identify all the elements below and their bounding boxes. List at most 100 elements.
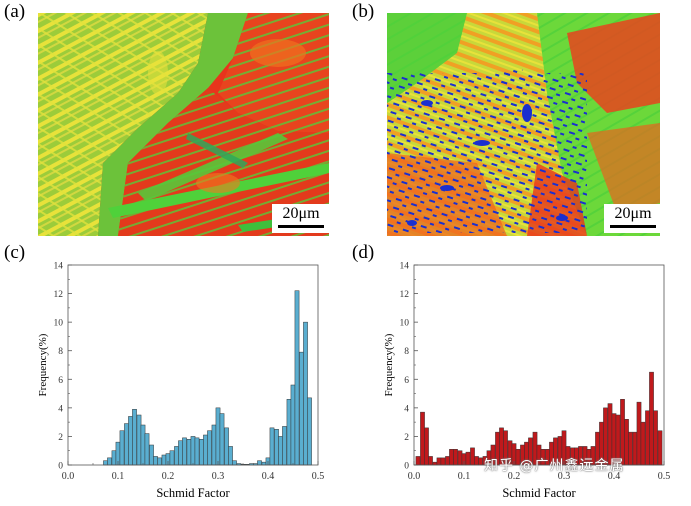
ebsd-map-b bbox=[387, 13, 660, 236]
histogram-bar bbox=[257, 460, 262, 466]
histogram-bar bbox=[178, 440, 183, 466]
y-tick-label: 2 bbox=[404, 433, 409, 443]
scale-bar-line bbox=[278, 225, 324, 228]
watermark-text: 知乎 @广州鑫远金属 bbox=[484, 458, 625, 474]
x-tick-label: 0.1 bbox=[458, 471, 471, 482]
y-tick-label: 12 bbox=[400, 290, 410, 300]
x-tick-label: 0.2 bbox=[162, 471, 175, 482]
y-tick-label: 8 bbox=[58, 347, 63, 357]
histogram-bar bbox=[132, 409, 137, 466]
y-tick-label: 10 bbox=[54, 319, 64, 329]
y-axis-label: Frequency(%) bbox=[37, 333, 49, 396]
histogram-bar bbox=[415, 456, 421, 466]
histogram-bar bbox=[470, 447, 475, 466]
histogram-bar bbox=[144, 433, 150, 466]
scale-bar-label: 20μm bbox=[282, 205, 320, 222]
histogram-bar bbox=[449, 449, 454, 466]
y-tick-label: 8 bbox=[404, 347, 409, 357]
x-axis-label: Schmid Factor bbox=[156, 486, 230, 500]
ebsd-map-a bbox=[38, 13, 329, 236]
histogram-bar bbox=[124, 423, 129, 466]
histogram-bar bbox=[478, 457, 483, 466]
histogram-bar bbox=[207, 430, 212, 466]
histogram-bar bbox=[303, 321, 308, 466]
y-tick-label: 0 bbox=[404, 462, 409, 472]
histogram-bar bbox=[653, 410, 658, 466]
panel-label-d: (d) bbox=[352, 242, 375, 263]
scale-bar-label: 20μm bbox=[614, 205, 652, 222]
histogram-bar bbox=[111, 450, 117, 466]
histogram-bar bbox=[624, 419, 629, 466]
histogram-bar bbox=[428, 456, 433, 466]
x-tick-label: 0.4 bbox=[608, 471, 621, 482]
y-axis-label: Frequency(%) bbox=[383, 333, 395, 396]
scale-bar-line bbox=[610, 225, 656, 228]
histogram-bar bbox=[440, 457, 446, 466]
histogram-bar bbox=[290, 384, 296, 466]
panel-label-c: (c) bbox=[4, 242, 26, 263]
histogram-bar bbox=[640, 421, 646, 466]
histogram-bar bbox=[194, 437, 200, 466]
y-tick-label: 6 bbox=[404, 376, 409, 386]
x-tick-label: 0.5 bbox=[658, 471, 671, 482]
scale-bar-a: 20μm bbox=[272, 204, 330, 233]
histogram-bar bbox=[269, 427, 275, 466]
histogram-bar bbox=[261, 461, 267, 466]
y-tick-label: 6 bbox=[58, 376, 63, 386]
y-tick-label: 4 bbox=[404, 404, 409, 414]
histogram-bar bbox=[286, 399, 292, 466]
histogram-bar bbox=[424, 427, 429, 466]
histogram-bar bbox=[136, 414, 142, 466]
histogram-bar bbox=[307, 397, 312, 466]
histogram-bar bbox=[161, 454, 167, 466]
histogram-bar bbox=[457, 450, 463, 466]
y-tick-label: 14 bbox=[400, 262, 410, 272]
histogram-bar bbox=[169, 450, 175, 466]
histogram-bar bbox=[215, 407, 221, 466]
histogram-bar bbox=[432, 461, 438, 466]
y-tick-label: 12 bbox=[54, 290, 64, 300]
plot-frame bbox=[67, 264, 319, 466]
histogram-bar bbox=[149, 444, 154, 466]
histogram-bar bbox=[153, 456, 158, 466]
histogram-bar bbox=[107, 457, 112, 466]
histogram-bar bbox=[278, 436, 283, 466]
histogram-bar bbox=[219, 413, 225, 466]
histogram-bar bbox=[190, 436, 196, 466]
histogram-bar bbox=[119, 430, 125, 466]
histogram-bar bbox=[636, 401, 642, 466]
histogram-bar bbox=[628, 431, 633, 466]
histogram-bar bbox=[274, 429, 279, 466]
histogram-bar bbox=[632, 431, 638, 466]
histogram-bar bbox=[294, 290, 300, 466]
scale-bar-b: 20μm bbox=[604, 204, 662, 233]
histogram-d: 0.0 0.1 0.2 0.3 0.4 0.5 0 2 4 6 8 10 12 14 Schmid Fact… bbox=[346, 250, 691, 501]
histogram-bar bbox=[299, 351, 304, 466]
histogram-bar bbox=[224, 427, 229, 466]
panel-label-b: (b) bbox=[352, 1, 375, 22]
histogram-bar bbox=[174, 446, 179, 466]
histogram-bar bbox=[645, 410, 650, 466]
histogram-bar bbox=[199, 439, 204, 466]
histogram-bar bbox=[657, 430, 663, 466]
x-tick-label: 0.0 bbox=[62, 471, 75, 482]
histogram-bar bbox=[228, 446, 233, 466]
y-tick-label: 14 bbox=[54, 262, 64, 272]
histogram-bar bbox=[453, 449, 458, 466]
y-tick-label: 0 bbox=[58, 462, 63, 472]
histogram-bar bbox=[182, 437, 187, 466]
x-tick-label: 0.0 bbox=[408, 471, 421, 482]
x-tick-label: 0.1 bbox=[112, 471, 125, 482]
histogram-bar bbox=[420, 411, 425, 466]
histogram-bar bbox=[465, 451, 471, 466]
x-tick-label: 0.4 bbox=[262, 471, 275, 482]
histogram-bar bbox=[186, 439, 192, 466]
y-tick-label: 2 bbox=[58, 433, 63, 443]
y-tick-label: 4 bbox=[58, 404, 63, 414]
x-tick-label: 0.3 bbox=[558, 471, 571, 482]
histogram-bar bbox=[203, 434, 208, 466]
histogram-bar bbox=[140, 424, 146, 466]
histogram-bar bbox=[232, 460, 237, 466]
histogram-bar bbox=[211, 424, 217, 466]
histogram-c: 0.0 0.1 0.2 0.3 0.4 0.5 0 2 4 6 8 10 12 14 Schmid Fact… bbox=[0, 250, 345, 501]
